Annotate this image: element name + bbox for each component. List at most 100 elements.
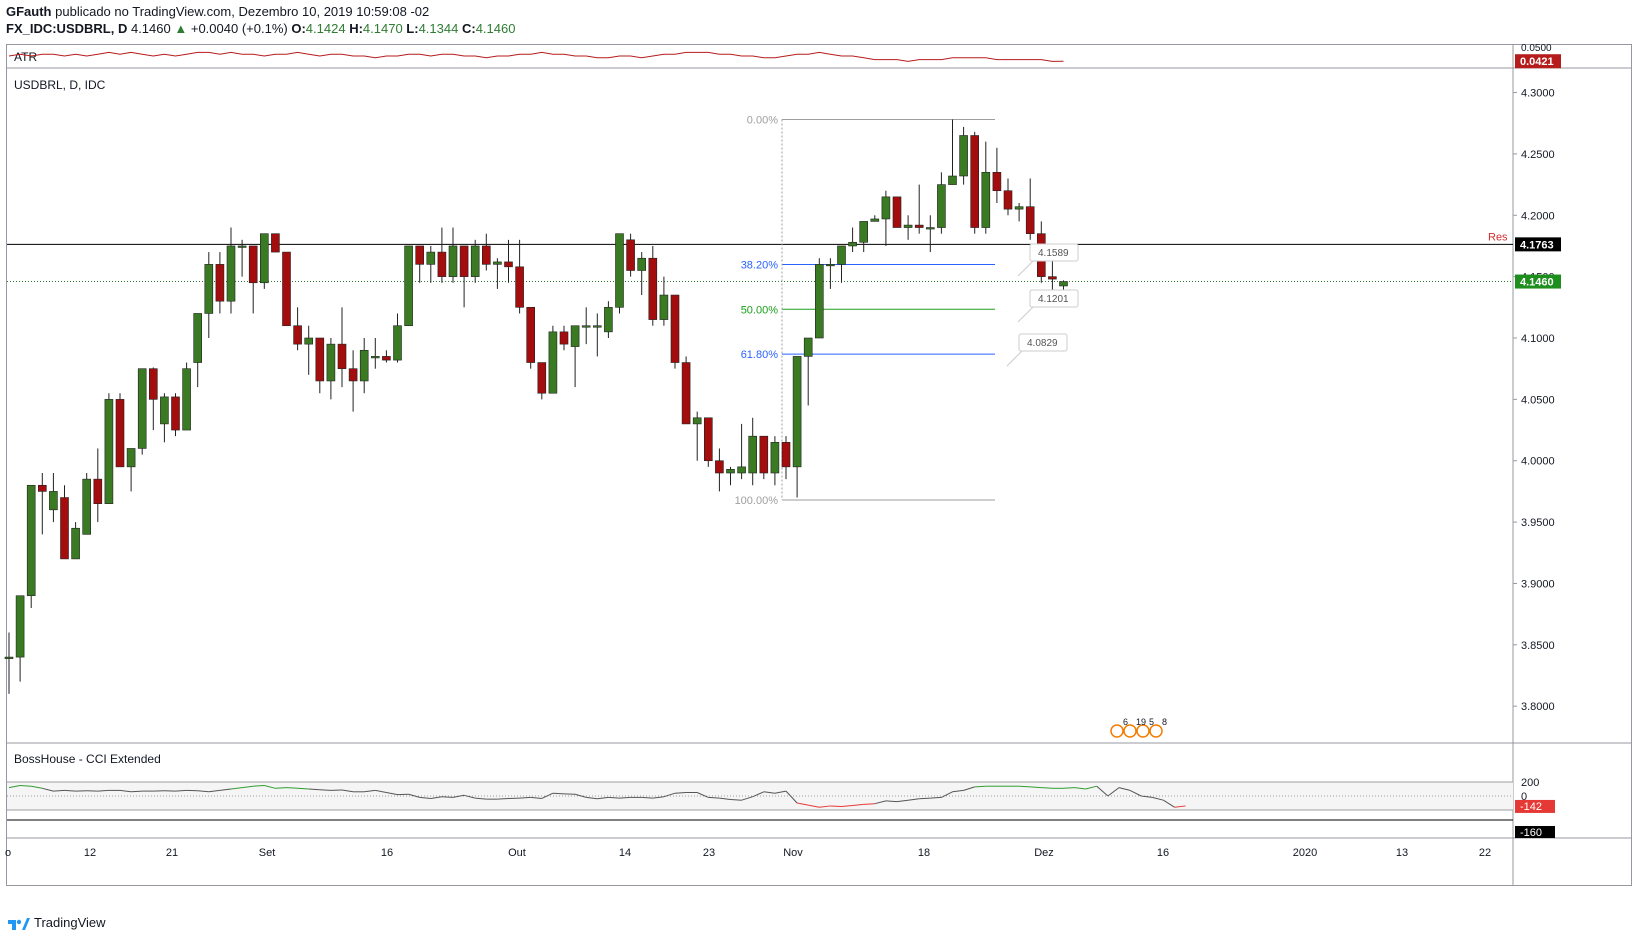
cci-segment xyxy=(852,803,864,806)
cci-segment xyxy=(219,788,232,791)
author-name: GFauth xyxy=(6,4,52,19)
cci-segment xyxy=(242,785,254,789)
callout-pointer xyxy=(1017,259,1035,277)
price-change: +0.0040 (+0.1%) xyxy=(190,21,288,36)
cci-segment xyxy=(1129,789,1142,797)
candle-bear xyxy=(415,245,425,265)
price-tick-label: 4.3000 xyxy=(1521,88,1555,100)
candle-bear xyxy=(781,442,791,468)
last-price: 4.1460 xyxy=(130,21,171,36)
cci-segment xyxy=(497,797,509,800)
cci-segment xyxy=(441,796,454,798)
time-tick-label: 13 xyxy=(1396,847,1408,859)
candle-bull xyxy=(748,435,758,474)
time-tick-label: 2020 xyxy=(1293,847,1317,859)
candle-bull xyxy=(826,264,835,267)
cci-low-badge-text: -160 xyxy=(1520,827,1542,839)
candle-bear xyxy=(670,294,680,363)
cci-segment xyxy=(541,792,554,799)
time-tick-label: 14 xyxy=(619,847,631,859)
candle-bull xyxy=(326,343,336,382)
candle-bear xyxy=(504,261,513,268)
candle-bear xyxy=(892,196,902,228)
candle-bull xyxy=(426,251,436,265)
fib-level-label: 100.00% xyxy=(735,495,779,507)
price-tick-label: 4.2000 xyxy=(1521,210,1555,222)
candle-bull xyxy=(204,264,214,314)
candle-bull xyxy=(692,417,702,425)
cci-segment xyxy=(696,792,709,798)
candle-bear xyxy=(337,343,347,369)
candle-bull xyxy=(259,233,269,284)
candle-bear xyxy=(914,224,924,228)
cci-segment xyxy=(674,792,687,794)
cci-segment xyxy=(408,793,420,798)
cci-segment xyxy=(1107,787,1120,797)
time-tick-label: 21 xyxy=(166,847,178,859)
candle-bear xyxy=(248,245,258,284)
candle-bear xyxy=(348,368,358,382)
time-tick-label: 23 xyxy=(703,847,715,859)
cci-segment xyxy=(874,800,887,805)
callout-text: 4.1201 xyxy=(1038,294,1069,305)
candle-bull xyxy=(881,196,891,220)
cci-segment xyxy=(719,797,731,800)
cci-current-badge xyxy=(1515,799,1555,813)
candle-bear xyxy=(759,435,769,474)
cci-current-badge-text: -142 xyxy=(1520,801,1542,813)
cci-segment xyxy=(375,789,387,793)
cci-segment xyxy=(774,790,787,794)
fib-level-label: 61.80% xyxy=(741,349,779,361)
cci-segment xyxy=(1074,787,1086,790)
low-value: 4.1344 xyxy=(418,21,459,36)
candle-bear xyxy=(559,331,569,345)
cci-segment xyxy=(308,788,320,791)
cci-segment xyxy=(896,799,909,803)
time-tick-label: 12 xyxy=(84,847,96,859)
candle-bear xyxy=(437,251,447,277)
cci-segment xyxy=(830,805,842,807)
candle-bull xyxy=(837,245,846,265)
callout-box xyxy=(1018,333,1068,352)
publication-info: GFauth publicado no TradingView.com, Dez… xyxy=(6,4,429,19)
cci-label: BossHouse - CCI Extended xyxy=(14,752,161,766)
cci-segment xyxy=(730,799,742,801)
callout-box xyxy=(1029,243,1079,262)
fib-level-label: 0.00% xyxy=(747,115,778,127)
cci-segment xyxy=(230,787,243,790)
event-badges xyxy=(1110,724,1163,738)
candle-bull xyxy=(925,227,935,230)
candle-bear xyxy=(992,172,1002,192)
candle-bear xyxy=(715,460,724,474)
cci-segment xyxy=(286,787,298,789)
cci-segment xyxy=(8,785,21,789)
atr-line xyxy=(8,51,1064,62)
time-tick-label: Set xyxy=(259,847,276,859)
cci-segment xyxy=(908,798,920,801)
candle-bull xyxy=(237,245,247,248)
cci-segment xyxy=(785,790,798,804)
cci-segment xyxy=(1030,786,1042,789)
cci-segment xyxy=(463,794,476,799)
cci-segment xyxy=(574,793,587,798)
cci-tick-label: 200 xyxy=(1521,777,1539,789)
cci-segment xyxy=(1163,799,1175,808)
candle-bull xyxy=(959,135,968,177)
symbol-label: FX_IDC:USDBRL, D xyxy=(6,21,128,36)
cci-segment xyxy=(131,790,143,793)
candle-bear xyxy=(293,325,302,345)
atr-tick: 0.0500 xyxy=(1521,43,1552,54)
cci-segment xyxy=(1141,795,1153,798)
cci-segment xyxy=(1019,785,1031,788)
time-tick-label: 16 xyxy=(381,847,393,859)
candle-bull xyxy=(404,245,413,327)
cci-segment xyxy=(297,787,309,790)
cci-segment xyxy=(364,789,376,793)
cci-segment xyxy=(319,789,331,791)
callout-text: 4.0829 xyxy=(1027,338,1058,349)
callout-box xyxy=(1029,289,1079,308)
atr-label: ATR xyxy=(14,50,37,64)
candle-bull xyxy=(71,527,80,560)
brand-footer[interactable]: TradingView xyxy=(8,915,106,930)
